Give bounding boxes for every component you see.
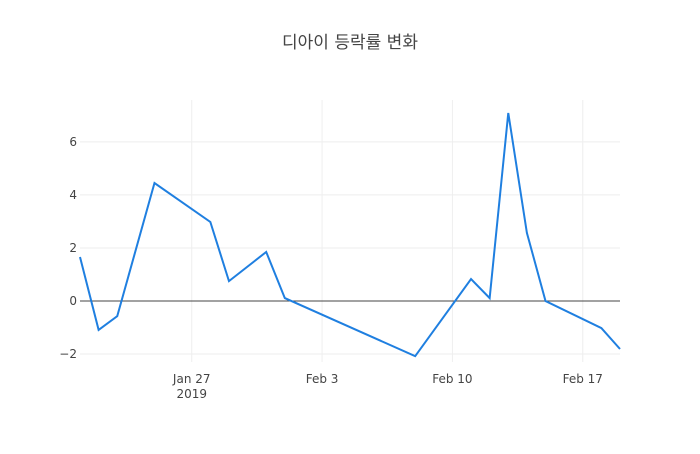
x-tick-label: Jan 27 2019 bbox=[172, 372, 211, 401]
y-tick-label: 6 bbox=[69, 135, 77, 149]
x-tick-label: Feb 10 bbox=[432, 372, 472, 386]
x-tick-label: Feb 3 bbox=[306, 372, 339, 386]
y-tick-label: 2 bbox=[69, 241, 77, 255]
chart-title: 디아이 등락률 변화 bbox=[282, 33, 418, 53]
line bbox=[79, 112, 621, 358]
x-tick-label: Feb 17 bbox=[563, 372, 603, 386]
y-tick-label: −2 bbox=[59, 347, 77, 361]
y-tick-label: 4 bbox=[69, 188, 77, 202]
y-tick-label: 0 bbox=[69, 294, 77, 308]
